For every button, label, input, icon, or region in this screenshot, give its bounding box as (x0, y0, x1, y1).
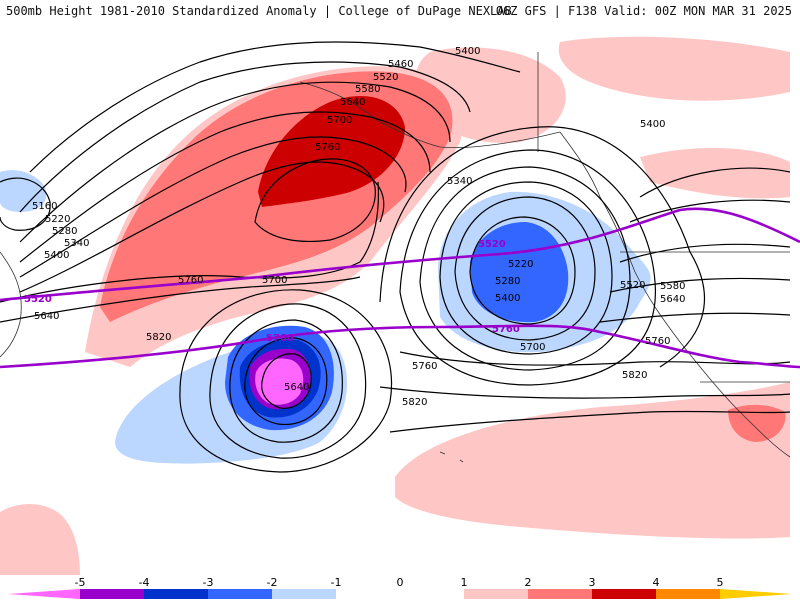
swatch-pos2 (528, 589, 592, 599)
swatch-zero-neg (336, 589, 400, 599)
pos-anom-east (640, 147, 790, 199)
purple-5520-contour (0, 207, 800, 302)
map-title: 500mb Height 1981-2010 Standardized Anom… (6, 4, 512, 18)
label-5400-ne: 5400 (640, 119, 665, 130)
model-run-label: 06Z GFS | F138 Valid: 00Z MON MAR 31 202… (495, 4, 792, 18)
label-5820-c: 5820 (402, 397, 427, 408)
tick-neg3: -3 (203, 576, 214, 589)
label-5580-e: 5580 (660, 281, 685, 292)
swatch-neg5 (8, 589, 80, 599)
swatch-neg2 (208, 589, 272, 599)
anomaly-shading (0, 36, 790, 575)
label-5760-purple: 5760 (266, 333, 294, 344)
label-5820-e: 5820 (622, 370, 647, 381)
swatch-zero-pos (400, 589, 464, 599)
hawaii (439, 451, 464, 463)
label-5820-w: 5820 (146, 332, 171, 343)
label-5640-a: 5640 (340, 97, 365, 108)
swatch-neg3 (144, 589, 208, 599)
pos-anom-gulf-ak (558, 36, 790, 101)
tick-neg5: -5 (75, 576, 86, 589)
tick-pos5: 5 (717, 576, 724, 589)
tick-neg1: -1 (331, 576, 342, 589)
label-5340-w: 5340 (64, 238, 89, 249)
label-5640-e: 5640 (660, 294, 685, 305)
pos-anom-sw (0, 503, 80, 575)
label-5520-a: 5520 (373, 72, 398, 83)
label-5700-a: 5700 (327, 115, 352, 126)
pos-anom-ne (414, 47, 566, 143)
swatch-neg1 (272, 589, 336, 599)
header-bar: 500mb Height 1981-2010 Standardized Anom… (0, 0, 800, 22)
label-5220-low: 5220 (508, 259, 533, 270)
pos-anom-south (395, 382, 790, 539)
kamchatka (0, 251, 22, 358)
label-5280-low: 5280 (495, 276, 520, 287)
label-5280-w: 5280 (52, 226, 77, 237)
label-5700-low: 5700 (520, 342, 545, 353)
label-5340-low: 5340 (447, 176, 472, 187)
label-5160: 5160 (32, 201, 57, 212)
purple-5760-contour (0, 324, 800, 369)
label-5400-n: 5400 (455, 46, 480, 57)
tick-zero: 0 (397, 576, 404, 589)
neg5-anom-cutoff (255, 358, 304, 405)
anomaly-colorbar: -5 -4 -3 -2 -1 0 1 2 3 4 5 (8, 576, 792, 599)
colorbar-ticks: -5 -4 -3 -2 -1 0 1 2 3 4 5 (75, 576, 724, 589)
neg2-anom-pacific-low (470, 222, 569, 323)
tick-neg2: -2 (267, 576, 278, 589)
label-5520-purple-w: 5520 (24, 294, 52, 305)
label-5760-e: 5760 (645, 336, 670, 347)
tick-neg4: -4 (139, 576, 150, 589)
label-5400-w: 5400 (44, 250, 69, 261)
label-5460: 5460 (388, 59, 413, 70)
colorbar-swatches (8, 589, 792, 599)
label-5760-purple-b: 5760 (492, 324, 520, 335)
height-contours (0, 41, 791, 473)
west-coast-us (634, 271, 791, 458)
tick-pos4: 4 (653, 576, 660, 589)
label-5760-b: 5760 (178, 275, 203, 286)
contour-labels: 5400 5460 5520 5580 5640 5700 5760 5400 … (24, 46, 685, 408)
coastlines (0, 52, 791, 463)
swatch-pos4 (656, 589, 720, 599)
swatch-pos1 (464, 589, 528, 599)
tick-pos3: 3 (589, 576, 596, 589)
label-5520-purple-e: 5520 (478, 239, 506, 250)
alaska-coast (299, 81, 561, 149)
label-5640-w: 5640 (34, 311, 59, 322)
label-5700-b: 5700 (262, 275, 287, 286)
highlight-contours (0, 207, 800, 369)
label-5580: 5580 (355, 84, 380, 95)
swatch-neg4 (80, 589, 144, 599)
neg-anom-west (0, 170, 47, 212)
tick-pos2: 2 (525, 576, 532, 589)
label-5760-a: 5760 (315, 142, 340, 153)
pos3-anom-nw (258, 96, 405, 207)
label-5640-cut: 5640 (284, 382, 309, 393)
anomaly-map: 5400 5460 5520 5580 5640 5700 5760 5400 … (0, 22, 800, 575)
label-5400-low: 5400 (495, 293, 520, 304)
label-5760-c: 5760 (412, 361, 437, 372)
swatch-pos3 (592, 589, 656, 599)
swatch-pos5 (720, 589, 792, 599)
label-5220-w: 5220 (45, 214, 70, 225)
label-5520-e: 5520 (620, 280, 645, 291)
tick-pos1: 1 (461, 576, 468, 589)
